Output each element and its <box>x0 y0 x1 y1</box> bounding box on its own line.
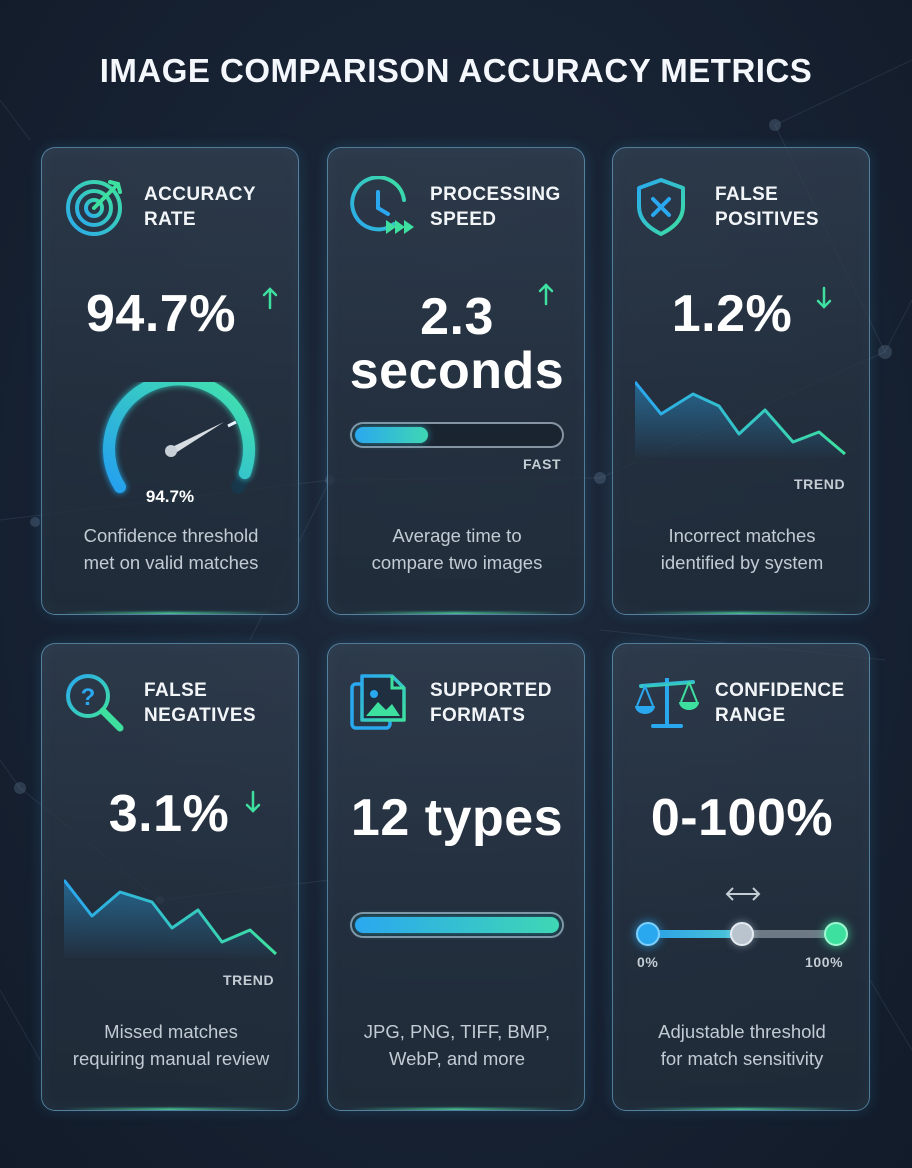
card-description: Adjustable threshold for match sensitivi… <box>658 1021 826 1069</box>
slider-threshold-handle[interactable] <box>730 922 754 946</box>
balance-scale-icon <box>635 678 699 728</box>
metric-value: 3.1% <box>108 785 230 843</box>
card-label: ACCURACY RATE <box>144 184 256 230</box>
metric-value: 12 types <box>350 789 564 847</box>
accuracy-gauge: 94.7% <box>102 382 256 506</box>
card-label: PROCESSING SPEED <box>430 184 561 230</box>
card-confidence-range: CONFIDENCE RANGE 0-100% 0% 100% Adjustab… <box>612 643 870 1111</box>
target-icon <box>66 180 122 236</box>
page-title: IMAGE COMPARISON ACCURACY METRICS <box>99 52 813 89</box>
trend-label: TREND <box>794 476 846 492</box>
metric-value: 0-100% <box>650 789 834 847</box>
trend-down-arrow-icon <box>245 790 261 813</box>
metric-value: 2.3 seconds <box>349 288 565 400</box>
card-description: Missed matches requiring manual review <box>72 1021 270 1069</box>
formats-progress-bar <box>350 912 564 938</box>
magnifier-question-icon: ? <box>66 674 124 732</box>
metric-value: 94.7% <box>86 285 236 343</box>
range-min-label: 0% <box>637 954 659 970</box>
trend-up-arrow-icon <box>262 287 278 310</box>
card-accuracy-rate: ACCURACY RATE 94.7% 94.7% Confidence thr… <box>41 147 299 615</box>
formats-progress-fill <box>355 917 559 933</box>
card-label: SUPPORTED FORMATS <box>430 680 552 726</box>
speed-bar-label: FAST <box>523 456 562 472</box>
trend-sparkline-chart <box>635 381 846 458</box>
slider-min-handle[interactable] <box>636 922 660 946</box>
trend-down-arrow-icon <box>816 286 832 309</box>
card-label: FALSE NEGATIVES <box>144 680 256 726</box>
slider-max-handle[interactable] <box>824 922 848 946</box>
metric-value: 1.2% <box>671 285 793 343</box>
card-description: JPG, PNG, TIFF, BMP, WebP, and more <box>363 1021 551 1069</box>
card-false-negatives: ? FALSE NEGATIVES 3.1% TREND Missed matc… <box>41 643 299 1111</box>
clock-fast-forward-icon <box>350 176 414 234</box>
speed-progress-bar <box>350 422 564 448</box>
card-label: FALSE POSITIVES <box>715 184 819 230</box>
range-max-label: 100% <box>805 954 844 970</box>
card-false-positives: FALSE POSITIVES 1.2% TREND Incorrect mat… <box>612 147 870 615</box>
card-supported-formats: SUPPORTED FORMATS 12 types JPG, PNG, TIF… <box>327 643 585 1111</box>
double-arrow-icon <box>725 887 761 901</box>
svg-text:?: ? <box>81 684 96 711</box>
trend-up-arrow-icon <box>538 283 554 306</box>
card-label: CONFIDENCE RANGE <box>715 680 845 726</box>
gauge-value-label: 94.7% <box>146 487 194 506</box>
card-description: Confidence threshold met on valid matche… <box>83 525 259 573</box>
trend-label: TREND <box>223 972 275 988</box>
trend-sparkline-chart <box>64 879 278 958</box>
card-description: Incorrect matches identified by system <box>660 525 824 573</box>
speed-progress-fill <box>355 427 428 443</box>
card-description: Average time to compare two images <box>371 525 543 573</box>
shield-x-icon <box>637 178 685 236</box>
card-processing-speed: PROCESSING SPEED 2.3 seconds FAST Averag… <box>327 147 585 615</box>
image-files-icon <box>350 674 406 730</box>
